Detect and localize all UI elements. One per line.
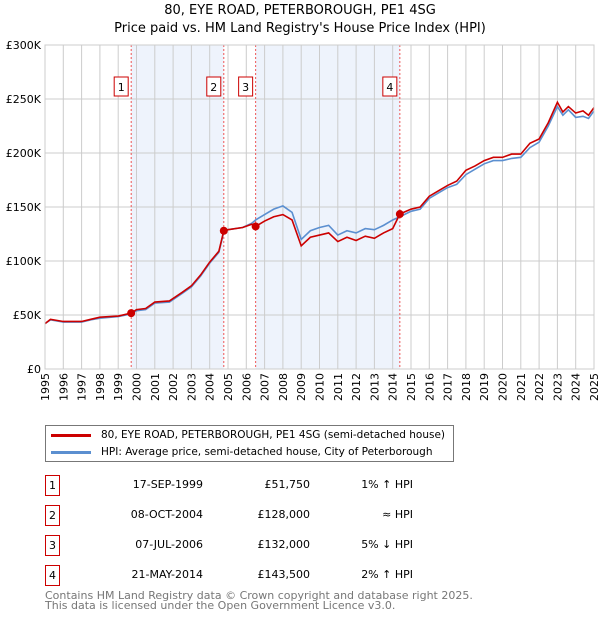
property-price-line bbox=[44, 100, 595, 325]
footer-copyright: Contains HM Land Registry data © Crown c… bbox=[45, 589, 473, 602]
sale-label-number: 3 bbox=[242, 81, 249, 94]
sale-hpi-comparison: 1% ↑ HPI bbox=[361, 478, 413, 491]
sale-point bbox=[219, 226, 228, 235]
sale-date: 17-SEP-1999 bbox=[132, 478, 203, 491]
legend: 80, EYE ROAD, PETERBOROUGH, PE1 4SG (sem… bbox=[45, 425, 454, 462]
footer-licence: This data is licensed under the Open Gov… bbox=[45, 599, 396, 612]
sale-date: 08-OCT-2004 bbox=[130, 508, 203, 521]
sale-row: 3 07-JUL-2006 £132,000 5% ↓ HPI bbox=[45, 535, 465, 556]
x-tick-label: 2023 bbox=[551, 373, 564, 401]
x-tick-label: 2019 bbox=[478, 373, 491, 401]
sale-price: £143,500 bbox=[257, 568, 311, 581]
x-tick-label: 2000 bbox=[131, 373, 144, 401]
x-tick-label: 2007 bbox=[259, 373, 272, 401]
y-tick-label: £250K bbox=[6, 93, 42, 106]
x-tick-label: 2009 bbox=[295, 373, 308, 401]
sale-label-number: 2 bbox=[210, 81, 217, 94]
sale-label-number: 4 bbox=[386, 81, 393, 94]
y-tick-label: £50K bbox=[13, 309, 42, 322]
y-tick-label: £0 bbox=[27, 363, 41, 376]
y-tick-label: £300K bbox=[6, 39, 42, 52]
x-tick-label: 2012 bbox=[350, 373, 363, 401]
legend-swatch-hpi bbox=[51, 450, 91, 454]
y-tick-label: £100K bbox=[6, 255, 42, 268]
x-tick-label: 1998 bbox=[94, 373, 107, 401]
sale-date: 21-MAY-2014 bbox=[131, 568, 203, 581]
price-chart: 1995 1996 1997 1998 1999 2000 2001 2002 2003 2004… bbox=[6, 39, 600, 401]
sale-row: 1 17-SEP-1999 £51,750 1% ↑ HPI bbox=[45, 475, 465, 496]
legend-swatch-property bbox=[51, 433, 91, 437]
x-tick-label: 2020 bbox=[497, 373, 510, 401]
sale-hpi-comparison: 2% ↑ HPI bbox=[361, 568, 413, 581]
y-tick-label: £200K bbox=[6, 147, 42, 160]
sale-label-number: 1 bbox=[118, 81, 125, 94]
sale-number: 2 bbox=[45, 505, 60, 526]
sale-hpi-comparison: 5% ↓ HPI bbox=[361, 538, 413, 551]
plot-border bbox=[44, 44, 595, 370]
sale-price: £128,000 bbox=[257, 508, 311, 521]
sale-point bbox=[395, 210, 404, 219]
x-tick-label: 2018 bbox=[460, 373, 473, 401]
x-tick-label: 2006 bbox=[240, 373, 253, 401]
x-tick-label: 1997 bbox=[76, 373, 89, 401]
sale-label-box bbox=[238, 76, 254, 97]
hpi-line bbox=[44, 104, 595, 325]
x-tick-label: 2013 bbox=[368, 373, 381, 401]
legend-label-property: 80, EYE ROAD, PETERBOROUGH, PE1 4SG (sem… bbox=[101, 429, 446, 441]
x-tick-label: 1996 bbox=[57, 373, 70, 401]
sale-row: 4 21-MAY-2014 £143,500 2% ↑ HPI bbox=[45, 565, 465, 586]
x-tick-label: 2017 bbox=[442, 373, 455, 401]
x-tick-label: 2014 bbox=[387, 373, 400, 401]
x-tick-label: 2002 bbox=[167, 373, 180, 401]
x-tick-label: 2004 bbox=[204, 373, 217, 401]
x-tick-label: 2022 bbox=[533, 373, 546, 401]
sale-number: 4 bbox=[45, 565, 60, 586]
sale-hpi-comparison: ≈ HPI bbox=[382, 508, 413, 521]
sale-date: 07-JUL-2006 bbox=[135, 538, 203, 551]
x-tick-label: 2024 bbox=[570, 373, 583, 401]
x-tick-label: 2008 bbox=[277, 373, 290, 401]
x-tick-label: 1999 bbox=[112, 373, 125, 401]
chart-subtitle: Price paid vs. HM Land Registry's House … bbox=[114, 21, 486, 36]
x-tick-label: 2016 bbox=[423, 373, 436, 401]
y-tick-label: £150K bbox=[6, 201, 42, 214]
x-tick-label: 2011 bbox=[332, 373, 345, 401]
sale-point bbox=[251, 222, 260, 231]
x-tick-label: 2015 bbox=[405, 373, 418, 401]
x-tick-label: 2005 bbox=[222, 373, 235, 401]
sale-number: 1 bbox=[45, 475, 60, 496]
legend-label-hpi: HPI: Average price, semi-detached house,… bbox=[101, 446, 433, 458]
sale-label-box bbox=[113, 76, 129, 97]
sale-price: £51,750 bbox=[264, 478, 311, 491]
x-tick-label: 2025 bbox=[588, 373, 600, 401]
x-tick-label: 2001 bbox=[149, 373, 162, 401]
x-tick-label: 2010 bbox=[314, 373, 327, 401]
x-tick-label: 2003 bbox=[185, 373, 198, 401]
x-tick-label: 2021 bbox=[515, 373, 528, 401]
sale-label-box bbox=[382, 76, 398, 97]
x-tick-label: 1995 bbox=[39, 373, 52, 401]
sale-number: 3 bbox=[45, 535, 60, 556]
sale-row: 2 08-OCT-2004 £128,000 ≈ HPI bbox=[45, 505, 465, 526]
sale-point bbox=[127, 309, 136, 318]
chart-title: 80, EYE ROAD, PETERBOROUGH, PE1 4SG bbox=[164, 3, 436, 18]
sale-price: £132,000 bbox=[257, 538, 311, 551]
sale-label-box bbox=[206, 76, 222, 97]
